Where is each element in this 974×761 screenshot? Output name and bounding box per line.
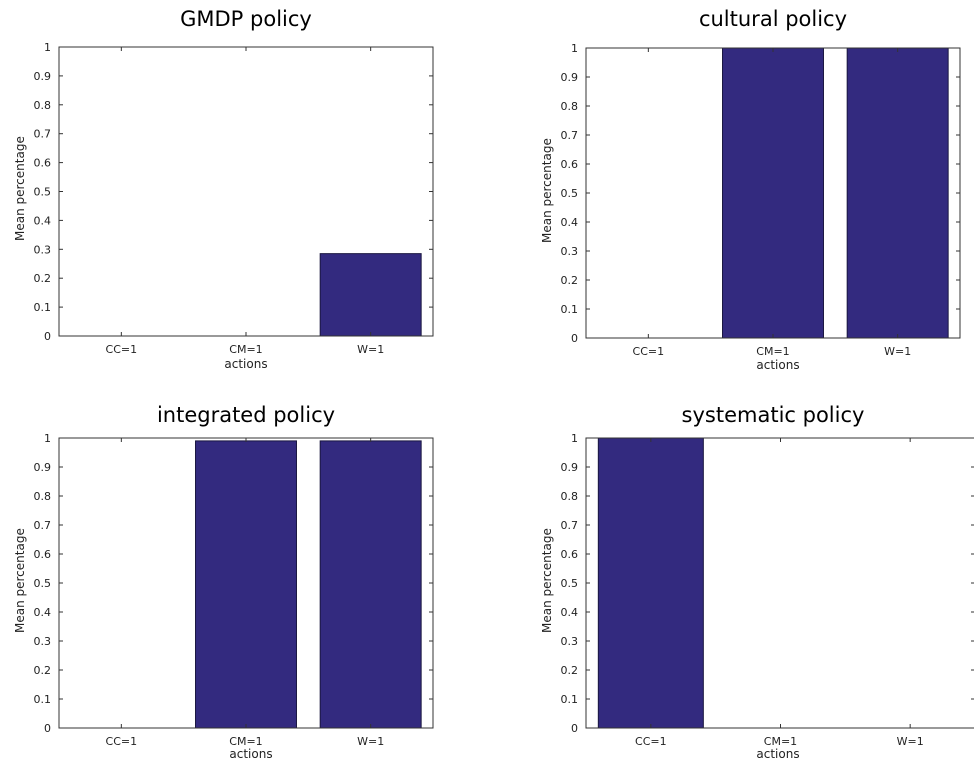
y-tick-label: 0.4 — [34, 606, 52, 619]
x-tick-label: W=1 — [897, 735, 924, 748]
y-tick-label: 0.4 — [34, 214, 52, 227]
y-tick-label: 0.2 — [561, 664, 579, 677]
bar-cc-1 — [597, 437, 704, 729]
y-tick-label: 1 — [44, 432, 51, 445]
chart-title: integrated policy — [156, 403, 336, 427]
x-tick-label: W=1 — [357, 735, 384, 748]
bar-w-1 — [319, 440, 422, 729]
y-tick-label: 0 — [571, 332, 578, 345]
x-tick-label: CM=1 — [756, 345, 789, 358]
y-tick-label: 0.9 — [34, 70, 52, 83]
y-tick-label: 0.2 — [34, 272, 52, 285]
bar-cm-1 — [722, 47, 824, 339]
y-tick-label: 0.7 — [34, 519, 52, 532]
y-tick-label: 0.6 — [561, 548, 579, 561]
y-tick-label: 1 — [571, 432, 578, 445]
y-tick-label: 0.5 — [561, 577, 579, 590]
y-tick-label: 0.6 — [34, 548, 52, 561]
y-tick-label: 0.3 — [34, 635, 52, 648]
chart-title: cultural policy — [698, 7, 848, 31]
y-tick-label: 1 — [44, 41, 51, 54]
y-tick-label: 0.7 — [561, 129, 579, 142]
y-tick-label: 0.9 — [34, 461, 52, 474]
x-axis-label: actions — [756, 747, 800, 761]
y-tick-label: 0.9 — [561, 461, 579, 474]
y-tick-label: 1 — [571, 42, 578, 55]
y-tick-label: 0.3 — [561, 245, 579, 258]
y-tick-label: 0.3 — [34, 243, 52, 256]
y-tick-label: 0 — [571, 722, 578, 735]
y-tick-label: 0.1 — [561, 303, 579, 316]
x-axis-label: actions — [229, 747, 273, 761]
x-tick-label: CC=1 — [635, 735, 667, 748]
y-tick-label: 0.6 — [561, 158, 579, 171]
y-tick-label: 0.5 — [34, 577, 52, 590]
y-tick-label: 0.7 — [34, 128, 52, 141]
y-tick-label: 0.8 — [561, 490, 579, 503]
y-tick-label: 0.5 — [34, 186, 52, 199]
y-tick-label: 0.1 — [561, 693, 579, 706]
x-tick-label: W=1 — [357, 343, 384, 356]
y-tick-label: 0.3 — [561, 635, 579, 648]
bar-w-1 — [846, 47, 949, 339]
bar-cm-1 — [195, 440, 297, 729]
y-tick-label: 0.5 — [561, 187, 579, 200]
x-tick-label: CC=1 — [106, 343, 138, 356]
chart-title: GMDP policy — [180, 7, 312, 31]
x-tick-label: CC=1 — [633, 345, 665, 358]
y-tick-label: 0.4 — [561, 216, 579, 229]
x-tick-label: CC=1 — [106, 735, 138, 748]
y-tick-label: 0.8 — [34, 490, 52, 503]
x-axis-label: actions — [756, 358, 800, 372]
y-tick-label: 0.4 — [561, 606, 579, 619]
y-tick-label: 0.6 — [34, 157, 52, 170]
y-tick-label: 0 — [44, 330, 51, 343]
chart-title: systematic policy — [681, 403, 865, 427]
y-tick-label: 0.1 — [34, 693, 52, 706]
x-axis-label: actions — [224, 357, 268, 371]
y-tick-label: 0.2 — [561, 274, 579, 287]
bar-w-1 — [319, 253, 422, 337]
y-tick-label: 0.8 — [561, 100, 579, 113]
y-tick-label: 0.9 — [561, 71, 579, 84]
x-tick-label: CM=1 — [764, 735, 797, 748]
x-tick-label: W=1 — [884, 345, 911, 358]
y-tick-label: 0.8 — [34, 99, 52, 112]
y-tick-label: 0.1 — [34, 301, 52, 314]
y-tick-label: 0.7 — [561, 519, 579, 532]
y-tick-label: 0 — [44, 722, 51, 735]
x-tick-label: CM=1 — [229, 735, 262, 748]
x-tick-label: CM=1 — [229, 343, 262, 356]
y-tick-label: 0.2 — [34, 664, 52, 677]
